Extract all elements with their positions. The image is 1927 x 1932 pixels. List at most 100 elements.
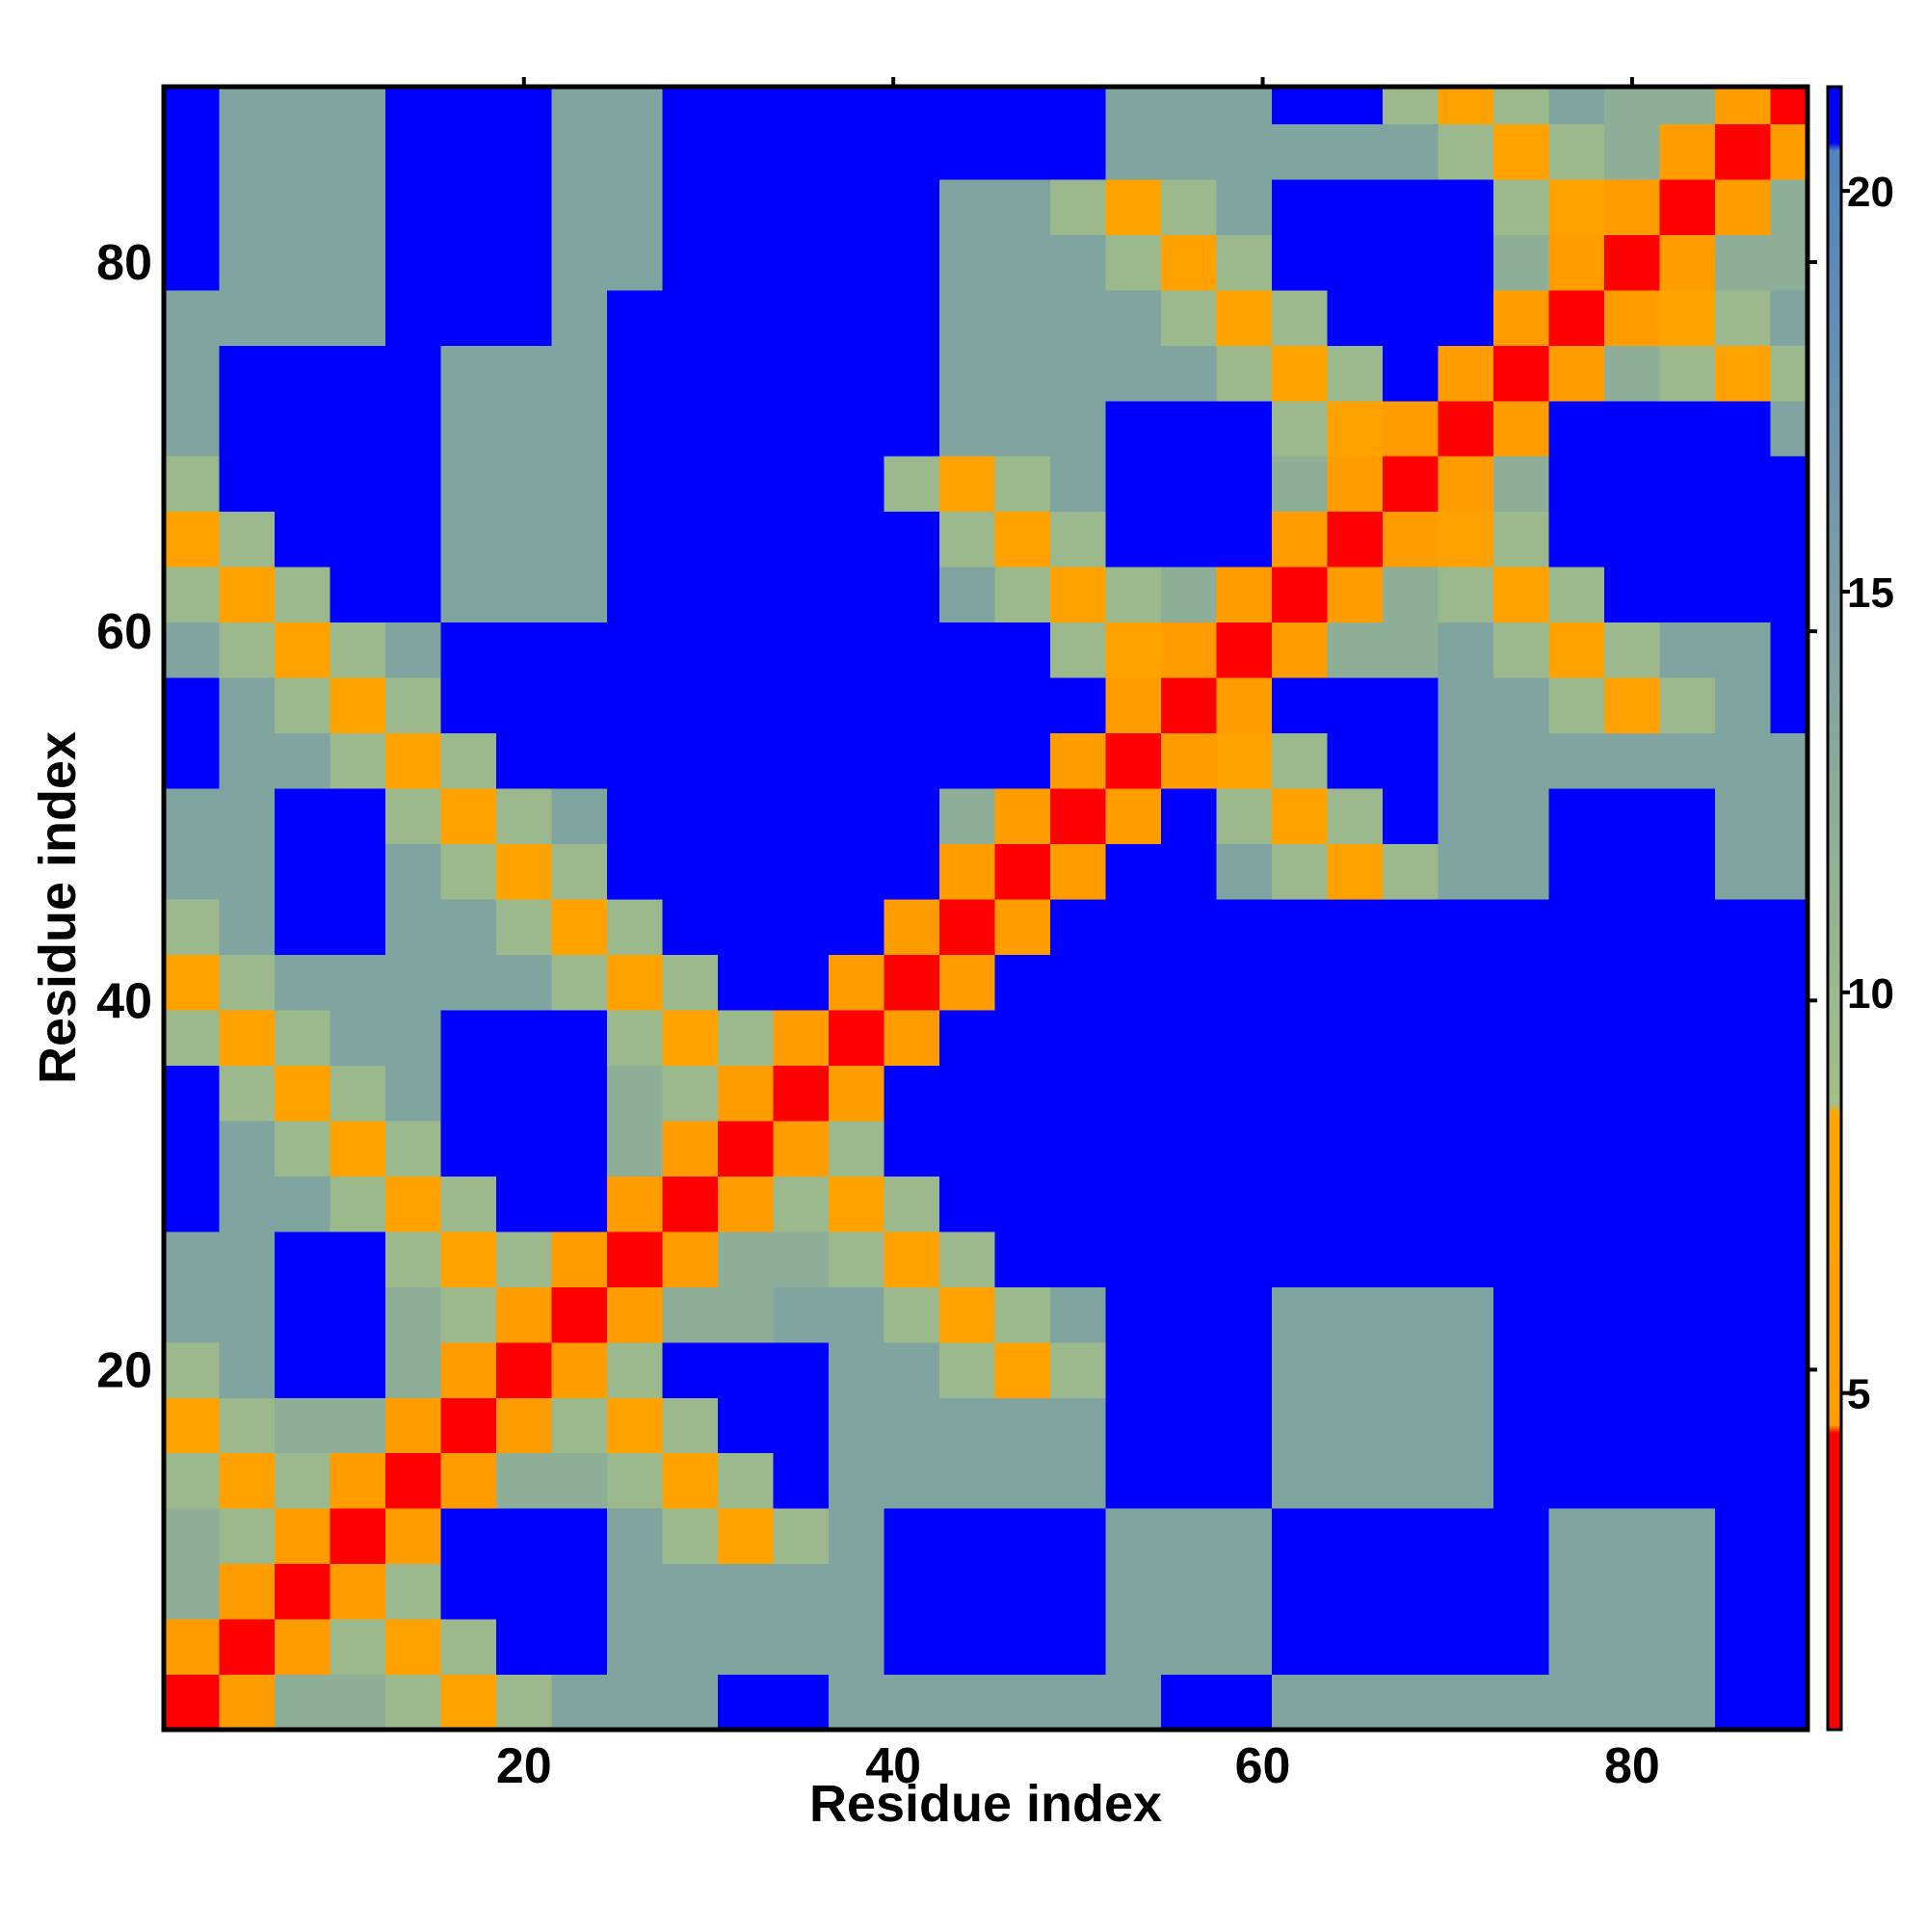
heatmap-cell — [1493, 1563, 1550, 1620]
heatmap-cell — [330, 787, 386, 845]
heatmap-cell — [1327, 567, 1384, 623]
heatmap-cell — [1216, 178, 1273, 235]
heatmap-cell — [994, 1619, 1051, 1676]
heatmap-cell — [607, 677, 664, 734]
heatmap-cell — [385, 677, 442, 734]
heatmap-cell — [607, 732, 664, 789]
heatmap-cell — [718, 345, 775, 402]
heatmap-cell — [1050, 345, 1107, 402]
heatmap-cell — [385, 1397, 442, 1454]
heatmap-cell — [219, 456, 276, 513]
heatmap-cell — [1105, 732, 1162, 789]
heatmap-cell — [718, 567, 775, 623]
heatmap-cell — [1383, 1452, 1439, 1509]
heatmap-cell — [1050, 843, 1107, 900]
heatmap-cell — [884, 1341, 940, 1398]
heatmap-cell — [551, 732, 608, 789]
heatmap-cell — [1438, 400, 1494, 457]
heatmap-cell — [884, 732, 940, 789]
heatmap-cell — [219, 289, 276, 346]
heatmap-cell — [1050, 1176, 1107, 1232]
heatmap-cell — [773, 567, 830, 623]
heatmap-cell — [718, 954, 775, 1011]
heatmap-cell — [829, 1397, 885, 1454]
heatmap-cell — [1438, 87, 1494, 124]
heatmap-cell — [1050, 1286, 1107, 1343]
heatmap-cell — [1438, 1286, 1494, 1343]
heatmap-cell — [164, 1674, 221, 1731]
heatmap-cell — [1050, 1341, 1107, 1398]
heatmap-cell — [718, 1120, 775, 1177]
heatmap-cell — [1272, 1120, 1329, 1177]
heatmap-cell — [994, 732, 1051, 789]
heatmap-cell — [1272, 1065, 1329, 1122]
heatmap-cell — [718, 1286, 775, 1343]
heatmap-cell — [718, 456, 775, 513]
heatmap-cell — [1659, 456, 1716, 513]
heatmap-cell — [551, 178, 608, 235]
heatmap-cell — [718, 123, 775, 180]
heatmap-cell — [330, 1563, 386, 1620]
heatmap-cell — [1216, 1009, 1273, 1066]
heatmap-cell — [1050, 123, 1107, 180]
heatmap-cell — [1216, 1508, 1273, 1565]
heatmap-cell — [1548, 123, 1605, 180]
heatmap-cell — [829, 400, 885, 457]
heatmap-cell — [1272, 456, 1329, 513]
heatmap-cell — [1770, 234, 1808, 291]
heatmap-cell — [1493, 567, 1550, 623]
heatmap-cell — [275, 1563, 331, 1620]
heatmap-cell — [884, 1452, 940, 1509]
heatmap-cell — [829, 843, 885, 900]
heatmap-cell — [1050, 1397, 1107, 1454]
heatmap-cell — [496, 87, 553, 124]
heatmap-cell — [1604, 1065, 1661, 1122]
heatmap-cell — [1659, 1065, 1716, 1122]
heatmap-cell — [829, 898, 885, 955]
heatmap-cell — [1050, 178, 1107, 235]
heatmap-cell — [330, 1009, 386, 1066]
heatmap-cell — [1105, 1120, 1162, 1177]
heatmap-cell — [1105, 677, 1162, 734]
heatmap-cell — [440, 234, 497, 291]
heatmap-cell — [1659, 677, 1716, 734]
heatmap-cell — [1715, 345, 1772, 402]
heatmap-cell — [607, 123, 664, 180]
heatmap-cell — [1272, 1397, 1329, 1454]
heatmap-cell — [440, 511, 497, 568]
heatmap-cell — [718, 1341, 775, 1398]
heatmap-cell — [939, 1674, 996, 1731]
heatmap-cell — [884, 787, 940, 845]
heatmap-cell — [1659, 1231, 1716, 1287]
heatmap-cell — [164, 511, 221, 568]
heatmap-cell — [1770, 1120, 1808, 1177]
heatmap-cell — [440, 1341, 497, 1398]
heatmap-cell — [1493, 456, 1550, 513]
heatmap-cell — [1216, 87, 1273, 124]
heatmap-cell — [607, 400, 664, 457]
heatmap-cell — [164, 1341, 221, 1398]
heatmap-cell — [1770, 1286, 1808, 1343]
heatmap-cell — [994, 1563, 1051, 1620]
heatmap-cell — [1161, 1009, 1218, 1066]
heatmap-cell — [994, 1231, 1051, 1287]
heatmap-cell — [1105, 622, 1162, 678]
heatmap-cell — [773, 178, 830, 235]
heatmap-cell — [1105, 511, 1162, 568]
heatmap-cell — [607, 1231, 664, 1287]
heatmap-cell — [1770, 1009, 1808, 1066]
heatmap-cell — [994, 954, 1051, 1011]
heatmap-cell — [330, 622, 386, 678]
heatmap-cell — [1105, 87, 1162, 124]
heatmap-cell — [773, 1009, 830, 1066]
heatmap-cell — [1438, 1009, 1494, 1066]
heatmap-cell — [1105, 954, 1162, 1011]
heatmap-cell — [1715, 1176, 1772, 1232]
x-axis-title: Residue index — [809, 1775, 1162, 1833]
heatmap-cell — [662, 178, 719, 235]
heatmap-cell — [1383, 567, 1439, 623]
heatmap-cell — [1050, 1120, 1107, 1177]
plot-frame — [161, 84, 1810, 1733]
heatmap-cell — [1105, 1508, 1162, 1565]
